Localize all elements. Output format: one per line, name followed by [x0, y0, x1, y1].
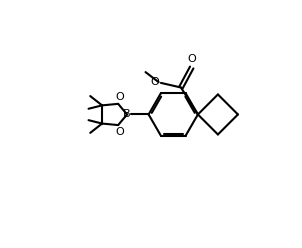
Text: O: O — [115, 92, 124, 101]
Text: O: O — [151, 77, 159, 87]
Text: O: O — [115, 127, 124, 137]
Text: O: O — [187, 54, 196, 64]
Text: B: B — [123, 109, 131, 120]
